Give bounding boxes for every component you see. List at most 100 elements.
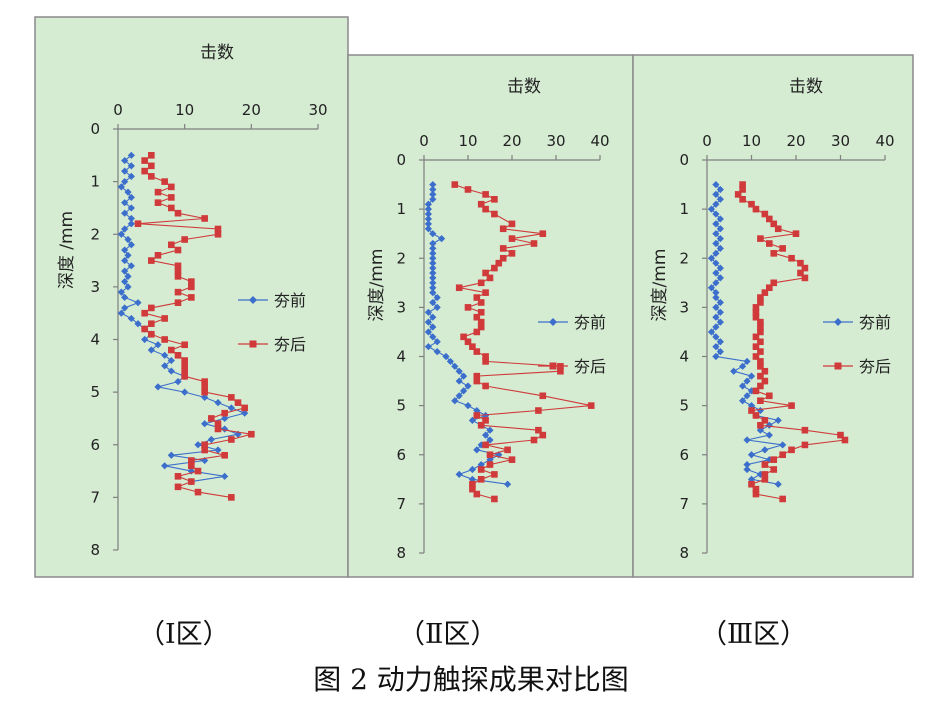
data-point — [712, 293, 720, 302]
data-point — [752, 412, 760, 419]
data-point — [227, 404, 235, 412]
y-tick-label: 6 — [679, 446, 689, 464]
data-point — [188, 294, 195, 301]
data-point — [752, 353, 760, 360]
data-point — [739, 181, 746, 188]
data-point — [743, 465, 751, 474]
panel-background — [632, 54, 914, 578]
panel-caption-2: （Ⅱ区） — [398, 619, 498, 650]
data-point — [207, 435, 215, 444]
x-tick-label: 20 — [242, 101, 261, 119]
data-point — [464, 402, 472, 410]
data-point — [167, 367, 175, 375]
data-point — [508, 220, 516, 228]
data-point — [121, 293, 129, 301]
legend-label: 夯前 — [859, 313, 891, 332]
data-point — [188, 457, 195, 464]
data-point — [221, 409, 228, 417]
data-point — [765, 431, 773, 439]
data-point — [438, 235, 446, 243]
data-point — [757, 348, 764, 355]
data-point — [141, 325, 148, 333]
data-point — [779, 245, 786, 252]
data-point — [770, 250, 778, 257]
data-point — [228, 394, 235, 401]
data-point — [424, 200, 432, 208]
legend-item: 夯前 — [538, 313, 606, 332]
data-point — [766, 215, 773, 223]
data-point — [121, 304, 129, 312]
data-point — [141, 309, 148, 317]
data-point — [127, 241, 135, 249]
data-point — [801, 441, 809, 449]
data-point — [147, 346, 155, 354]
data-point — [433, 338, 441, 346]
data-point — [712, 352, 720, 361]
data-point — [508, 235, 516, 242]
data-point — [161, 462, 169, 470]
data-point — [424, 215, 432, 223]
data-point — [451, 181, 459, 188]
x-tick-label: 20 — [786, 132, 805, 150]
data-point — [757, 363, 764, 370]
data-point — [134, 299, 142, 307]
data-point — [455, 392, 463, 400]
data-point — [127, 262, 135, 270]
data-point — [429, 313, 437, 321]
data-point — [774, 225, 782, 233]
x-axis-title: 击数 — [507, 77, 541, 97]
data-point — [168, 346, 175, 354]
data-point — [154, 199, 162, 206]
data-point — [757, 294, 764, 301]
y-tick-label: 7 — [396, 495, 406, 513]
data-point — [748, 200, 755, 208]
data-point — [429, 289, 437, 297]
data-point — [168, 194, 175, 201]
data-point — [757, 299, 764, 306]
data-point — [477, 200, 485, 208]
x-tick-label: 20 — [502, 132, 521, 150]
y-tick-label: 1 — [679, 200, 689, 218]
data-point — [716, 235, 724, 243]
data-point — [801, 274, 809, 282]
data-point — [761, 446, 769, 454]
data-point — [214, 425, 222, 433]
data-point — [424, 220, 432, 228]
data-point — [429, 323, 437, 331]
data-point — [127, 151, 135, 159]
legend-item: 夯前 — [238, 291, 306, 310]
data-point — [429, 249, 437, 257]
x-tick-label: 30 — [308, 101, 327, 119]
data-point — [477, 466, 485, 473]
data-point — [473, 490, 481, 498]
series-after — [134, 152, 255, 501]
data-point — [174, 246, 182, 254]
data-point — [167, 451, 175, 459]
data-point — [134, 220, 142, 228]
data-point — [712, 303, 720, 311]
data-point — [539, 431, 547, 439]
data-point — [121, 178, 129, 186]
data-point — [797, 259, 804, 267]
data-point — [429, 284, 437, 292]
data-point — [161, 336, 168, 343]
data-point — [124, 251, 132, 259]
data-point — [752, 313, 760, 321]
data-point — [770, 456, 778, 463]
data-point — [154, 252, 162, 259]
data-point — [756, 406, 764, 415]
data-point — [429, 185, 437, 194]
data-point — [477, 299, 485, 306]
data-point — [429, 254, 437, 262]
data-point — [174, 483, 182, 491]
y-axis-title: 深度/mm — [650, 249, 670, 322]
data-point — [477, 279, 485, 287]
data-point — [482, 269, 489, 277]
data-point — [792, 230, 800, 237]
data-point — [154, 383, 162, 391]
data-point — [482, 353, 489, 360]
y-tick-label: 1 — [396, 200, 406, 218]
data-point — [743, 392, 751, 400]
data-point — [424, 318, 432, 326]
x-tick-label: 30 — [546, 132, 565, 150]
